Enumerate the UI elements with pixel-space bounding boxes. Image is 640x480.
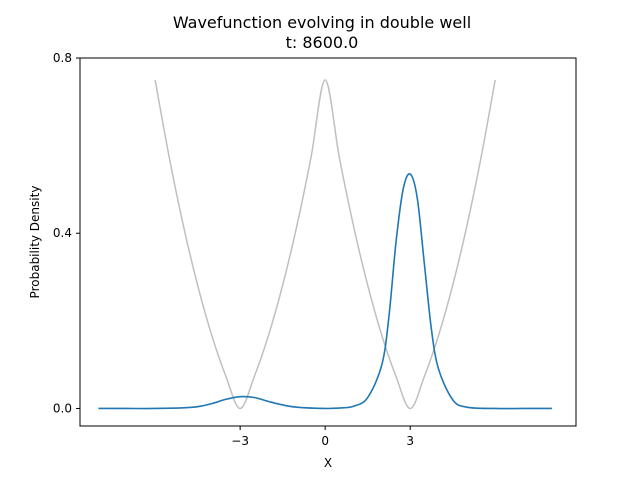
- x-axis: −3 0 3: [231, 426, 414, 448]
- x-axis-label: X: [324, 456, 332, 470]
- series-line-potential: [154, 79, 496, 410]
- chart-title: Wavefunction evolving in double well: [173, 13, 471, 32]
- y-tick-label: 0.4: [53, 226, 72, 240]
- y-axis-label: Probability Density: [28, 186, 42, 299]
- y-tick-label: 0.8: [53, 51, 72, 65]
- x-tick-label: 3: [406, 434, 414, 448]
- plot-area: [79, 57, 577, 427]
- series-line-probability-density: [98, 173, 552, 410]
- series-layer: [98, 79, 552, 410]
- plot-frame: [79, 57, 577, 427]
- x-tick-label: −3: [231, 434, 249, 448]
- y-tick-label: 0.0: [53, 401, 72, 415]
- chart-subtitle: t: 8600.0: [286, 33, 359, 52]
- x-tick-label: 0: [321, 434, 329, 448]
- y-axis: 0.0 0.4 0.8: [53, 51, 80, 415]
